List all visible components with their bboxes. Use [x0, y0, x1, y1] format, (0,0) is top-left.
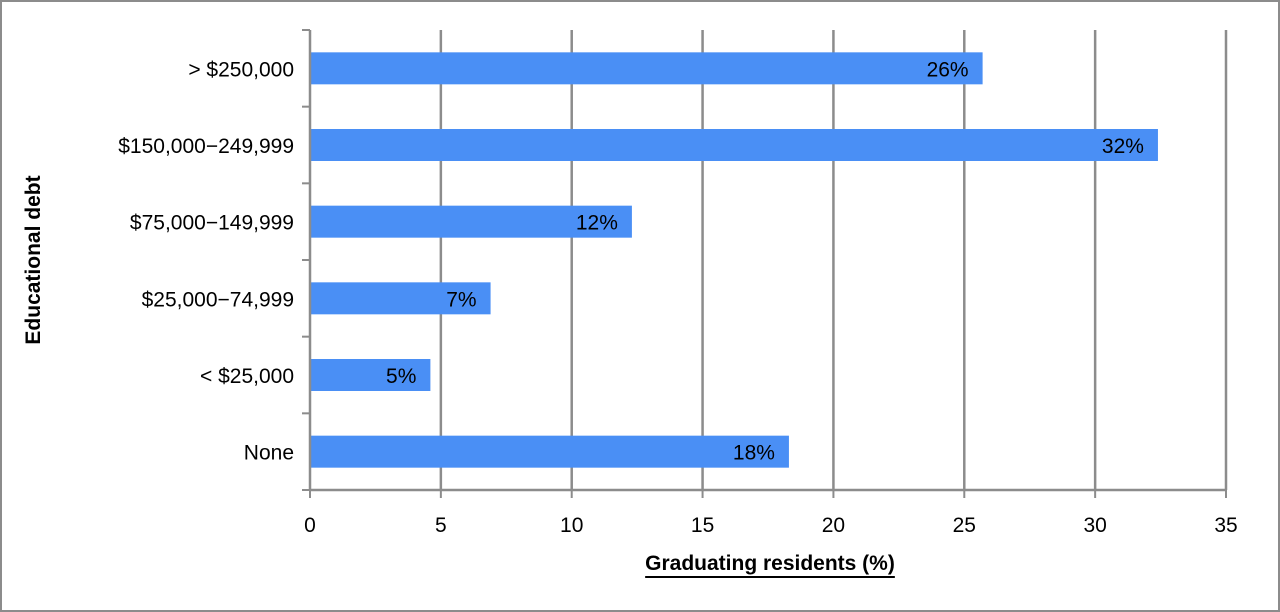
labels: 0 5 10 15 20 25 30 35 26% > $250,000 32% $150,000−2…: [118, 58, 1237, 537]
category-label: < $25,000: [200, 365, 294, 388]
data-label: 5%: [386, 365, 416, 388]
data-label: 12%: [576, 212, 618, 235]
axes: [302, 29, 1227, 498]
category-label: $25,000−74,999: [142, 288, 294, 311]
category-label: None: [244, 442, 294, 465]
category-label: $150,000−249,999: [118, 135, 294, 158]
x-tick-label: 0: [304, 514, 316, 537]
x-tick-label: 15: [691, 514, 714, 537]
x-tick-label: 25: [953, 514, 976, 537]
x-tick-label: 10: [560, 514, 583, 537]
data-label: 18%: [733, 442, 775, 465]
y-axis-title: Educational debt: [22, 175, 45, 344]
bars: [310, 52, 1158, 468]
x-axis-title: Graduating residents (%): [645, 552, 895, 575]
bar: [310, 435, 789, 468]
data-label: 32%: [1102, 135, 1144, 158]
x-tick-label: 35: [1214, 514, 1237, 537]
x-tick-label: 20: [822, 514, 845, 537]
x-tick-label: 30: [1083, 514, 1106, 537]
bar: [310, 205, 632, 238]
category-label: $75,000−149,999: [130, 212, 294, 235]
data-label: 7%: [446, 288, 476, 311]
category-label: > $250,000: [188, 58, 294, 81]
grid-lines: [439, 30, 1228, 490]
bar: [310, 282, 491, 315]
x-tick-label: 5: [435, 514, 447, 537]
bar: [310, 359, 431, 391]
bar: [310, 52, 983, 85]
bar: [310, 129, 1158, 161]
data-label: 26%: [927, 58, 969, 81]
